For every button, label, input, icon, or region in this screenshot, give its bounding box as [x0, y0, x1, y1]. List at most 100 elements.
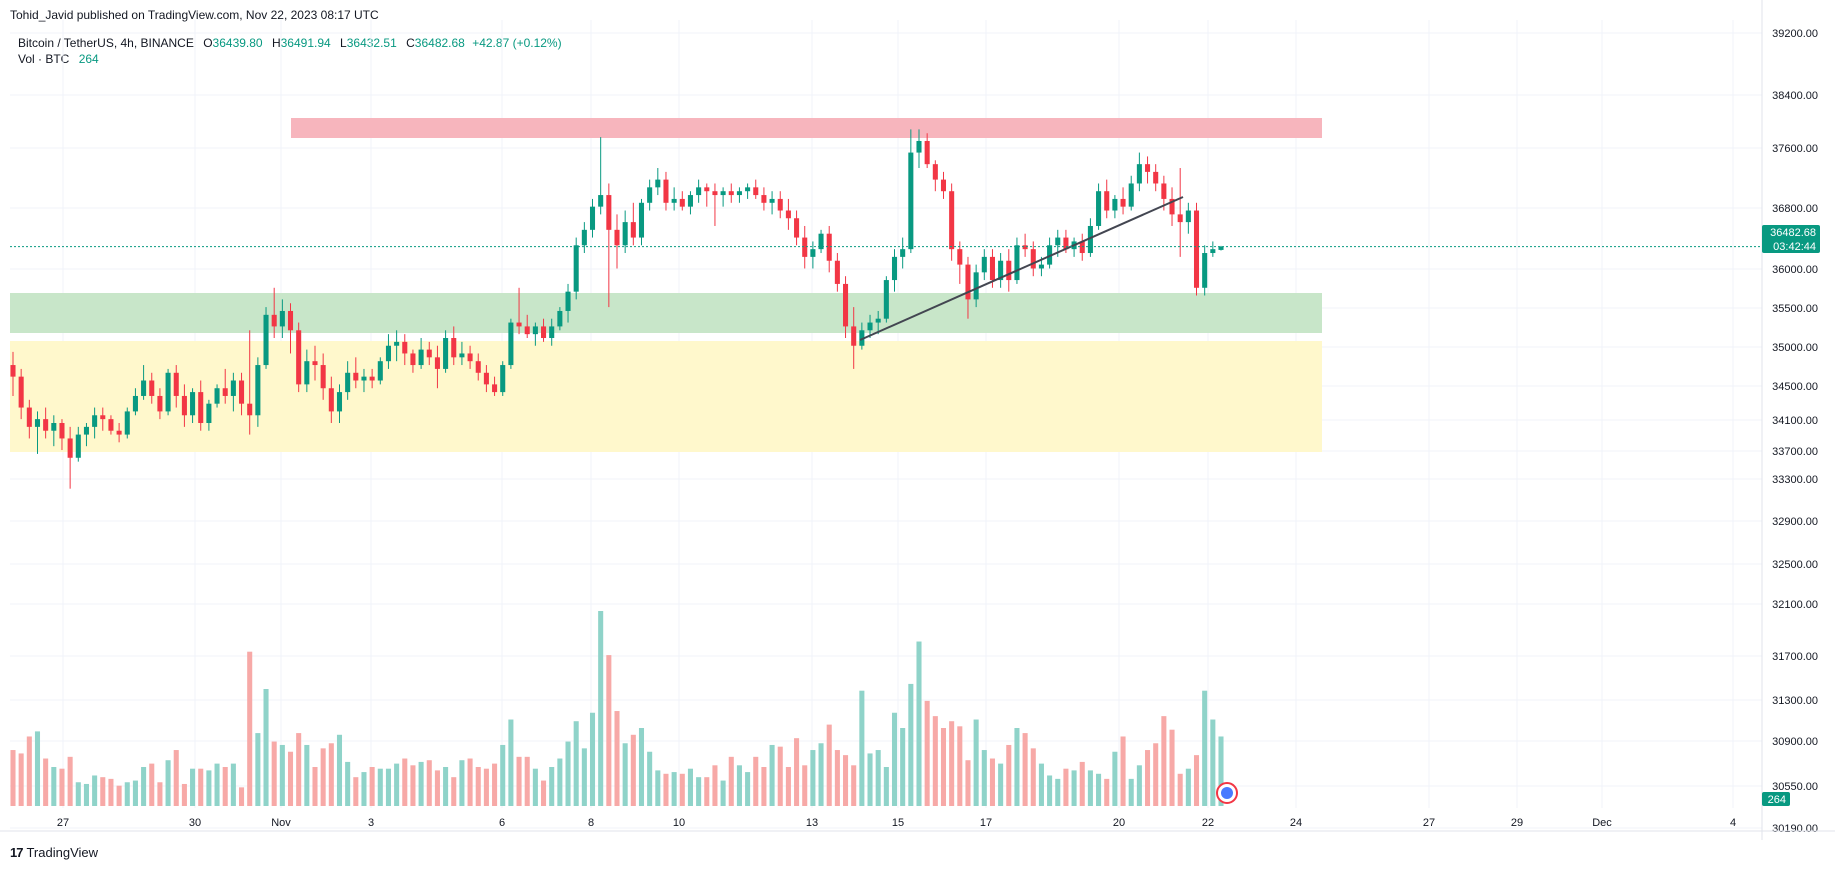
candle-body	[1169, 198, 1175, 215]
volume-bar	[728, 756, 734, 806]
volume-bar	[124, 782, 130, 806]
candle-body	[696, 187, 702, 196]
candle-body	[18, 376, 24, 408]
volume-bar	[1087, 770, 1093, 806]
volume-bar	[1071, 770, 1077, 806]
overlays	[10, 196, 1762, 341]
candle-body	[1047, 245, 1053, 265]
candle-body	[769, 198, 775, 203]
candle-body	[1193, 210, 1200, 288]
candle-body	[883, 280, 889, 319]
candle-body	[932, 164, 938, 180]
volume-bar	[916, 641, 922, 806]
volume-bar	[647, 751, 653, 806]
tradingview-brand[interactable]: 17 TradingView	[10, 845, 98, 860]
countdown-tag-value: 03:42:44	[1773, 241, 1816, 253]
x-tick-label: Dec	[1592, 817, 1612, 829]
x-tick-label: 20	[1113, 817, 1125, 829]
candle-body	[810, 249, 816, 257]
volume-bar	[541, 780, 547, 806]
candle-body	[1153, 171, 1159, 184]
symbol-name[interactable]: Bitcoin / TetherUS, 4h, BINANCE	[18, 36, 194, 50]
candle-body	[867, 322, 873, 331]
candle-body	[353, 372, 359, 381]
candle-body	[483, 372, 489, 385]
volume-bar	[279, 744, 285, 806]
candle-body	[1030, 249, 1036, 269]
volume-bar	[230, 763, 236, 806]
candle-body	[492, 384, 498, 393]
candle-body	[1120, 198, 1126, 207]
volume-bar	[1063, 768, 1069, 806]
candle-body	[622, 222, 628, 246]
candle-body	[598, 195, 604, 207]
x-tick-label: 27	[57, 817, 69, 829]
candle-body	[1038, 264, 1044, 269]
volume-bar	[83, 783, 89, 806]
demand-zone	[10, 341, 1322, 452]
candle-body	[663, 179, 669, 203]
last-volume-tag-value: 264	[1768, 794, 1786, 806]
volume-bar	[353, 777, 359, 806]
volume-bar	[973, 719, 979, 806]
candle-body	[222, 388, 228, 396]
symbol-legend[interactable]: Bitcoin / TetherUS, 4h, BINANCE O36439.8…	[18, 36, 562, 50]
volume-bar	[932, 716, 938, 806]
volume-bar	[1169, 729, 1175, 806]
close-value: 36482.68	[414, 36, 465, 50]
candle-body	[459, 353, 465, 358]
volume-bar	[581, 748, 587, 806]
candle-body	[998, 260, 1004, 281]
candle-body	[532, 326, 538, 335]
x-tick-label: 17	[980, 817, 992, 829]
candle-body	[581, 229, 587, 246]
candle-body	[287, 310, 294, 331]
candle-body	[345, 372, 351, 393]
volume-legend[interactable]: Vol · BTC 264	[18, 52, 99, 66]
candle-body	[190, 392, 196, 416]
volume-bar	[696, 777, 702, 806]
last-volume-tag	[1762, 792, 1790, 806]
candle-body	[1014, 245, 1020, 281]
candle-body	[116, 430, 122, 435]
candle-body	[549, 326, 555, 339]
candle-body	[1218, 246, 1224, 250]
volume-bar	[630, 734, 636, 806]
candle-body	[100, 415, 106, 420]
volume-bar	[75, 782, 81, 806]
publisher-line: Tohid_Javid published on TradingView.com…	[10, 8, 379, 22]
volume-bar	[549, 767, 555, 806]
candle-body	[165, 372, 171, 412]
y-tick-label: 33300.00	[1772, 474, 1818, 486]
candle-body	[655, 179, 661, 188]
candle-body	[524, 326, 530, 335]
volume-bar	[92, 775, 98, 806]
candle-body	[1079, 241, 1085, 254]
volume-label[interactable]: Vol · BTC	[18, 52, 70, 66]
candle-body	[206, 403, 212, 424]
volume-bar	[206, 770, 212, 806]
candle-body	[149, 380, 155, 396]
y-tick-label: 31300.00	[1772, 695, 1818, 707]
volume-bar	[377, 768, 383, 806]
volume-bar	[859, 690, 865, 806]
change-value: +42.87 (+0.12%)	[472, 36, 562, 50]
volume-bar	[402, 758, 408, 806]
volume-bar	[908, 683, 914, 806]
volume-bar	[769, 744, 775, 806]
volume-bar	[875, 750, 881, 806]
y-tick-label: 32100.00	[1772, 599, 1818, 611]
candle-body	[638, 202, 645, 238]
volume-bar	[181, 783, 187, 806]
resistance-zone	[291, 118, 1322, 138]
volume-bar	[1202, 690, 1208, 806]
candle-body	[573, 245, 579, 292]
volume-bar	[361, 772, 367, 806]
volume-bar	[1047, 775, 1053, 806]
volume-bar	[1185, 768, 1191, 806]
volume-bar	[1145, 750, 1151, 806]
volume-bar	[736, 765, 742, 806]
candle-body	[908, 152, 914, 250]
candle-body	[736, 191, 742, 196]
